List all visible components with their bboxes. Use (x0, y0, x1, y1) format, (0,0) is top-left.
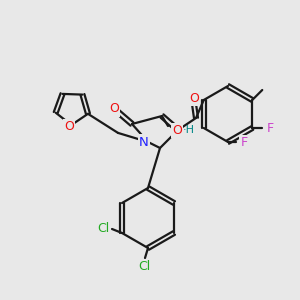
Text: O: O (189, 92, 199, 104)
Text: N: N (139, 136, 149, 148)
Text: F: F (240, 136, 247, 148)
Text: O: O (64, 121, 74, 134)
Text: Cl: Cl (97, 223, 109, 236)
Text: O: O (109, 103, 119, 116)
Text: O: O (172, 124, 182, 136)
Text: F: F (267, 122, 274, 134)
Text: Cl: Cl (138, 260, 150, 272)
Text: ·H: ·H (183, 125, 195, 135)
